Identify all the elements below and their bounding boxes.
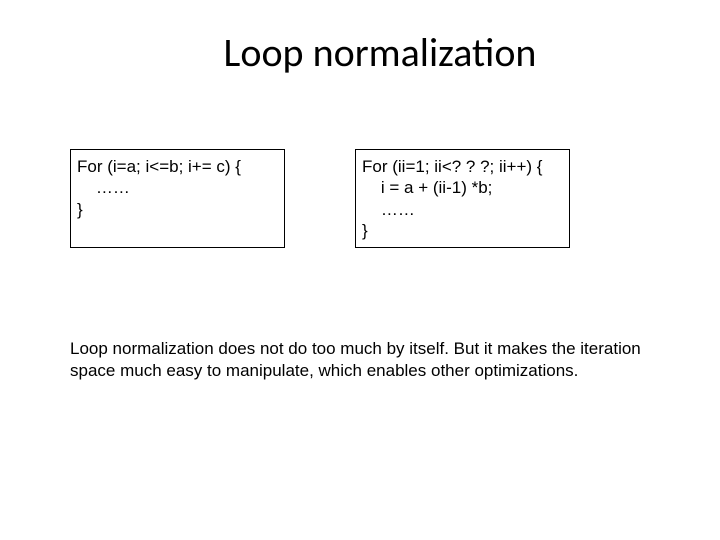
explanation-text: Loop normalization does not do too much … — [70, 338, 660, 382]
code-box-row: For (i=a; i<=b; i+= c) { …… } For (ii=1;… — [70, 149, 660, 248]
slide: Loop normalization For (i=a; i<=b; i+= c… — [0, 0, 720, 540]
slide-title: Loop normalization — [100, 28, 660, 77]
code-box-normalized: For (ii=1; ii<? ? ?; ii++) { i = a + (ii… — [355, 149, 570, 248]
code-box-original: For (i=a; i<=b; i+= c) { …… } — [70, 149, 285, 248]
